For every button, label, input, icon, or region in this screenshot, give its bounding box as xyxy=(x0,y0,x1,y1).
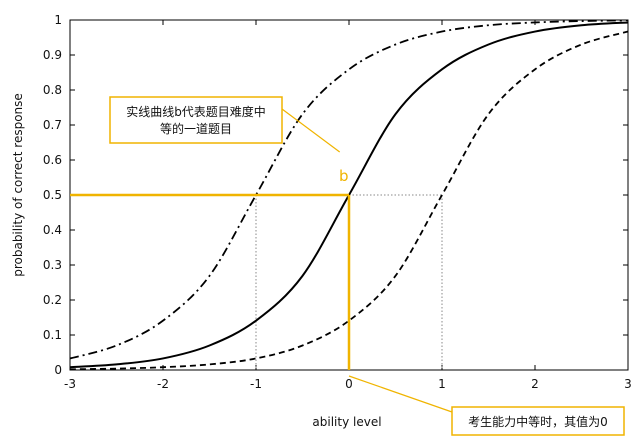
y-tick-label: 0.2 xyxy=(43,293,62,307)
y-axis-title: probability of correct response xyxy=(11,93,25,277)
callout-box xyxy=(109,96,283,144)
y-tick-label: 0.3 xyxy=(43,258,62,272)
callout-text: 考生能力中等时，其值为0 xyxy=(468,414,608,429)
b-label: b xyxy=(339,167,349,185)
x-axis-title: ability level xyxy=(312,415,381,429)
callout-box xyxy=(451,406,625,436)
y-tick-label: 0.4 xyxy=(43,223,62,237)
x-tick-label: 1 xyxy=(438,377,446,391)
y-tick-label: 0.6 xyxy=(43,153,62,167)
x-tick-label: -3 xyxy=(64,377,76,391)
x-tick-label: -1 xyxy=(250,377,262,391)
callout-leader xyxy=(281,108,341,153)
y-tick-label: 0.1 xyxy=(43,328,62,342)
curve-dashed xyxy=(69,30,629,371)
y-tick-label: 0.8 xyxy=(43,83,62,97)
x-tick-label: 2 xyxy=(531,377,539,391)
x-tick-label: 0 xyxy=(345,377,353,391)
reference-lines xyxy=(255,194,443,370)
y-tick-label: 0.9 xyxy=(43,48,62,62)
curve-dash-dot xyxy=(69,19,629,360)
y-tick-label: 0.5 xyxy=(43,188,62,202)
x-tick-label: -2 xyxy=(157,377,169,391)
callout-leader xyxy=(348,375,453,413)
y-tick-label: 1 xyxy=(54,13,62,27)
y-tick-label: 0 xyxy=(54,363,62,377)
y-tick-label: 0.7 xyxy=(43,118,62,132)
highlight: b xyxy=(70,167,351,370)
x-tick-label: 3 xyxy=(624,377,632,391)
callout-text: 等的一道题目 xyxy=(160,121,232,136)
ticks: -3 -2 -1 0 1 2 3 0 0.1 0.2 0.3 0.4 0.5 0.6 0.7 0.8 0.9 1 xyxy=(43,13,632,391)
callout-text: 实线曲线b代表题目难度中 xyxy=(126,104,266,119)
